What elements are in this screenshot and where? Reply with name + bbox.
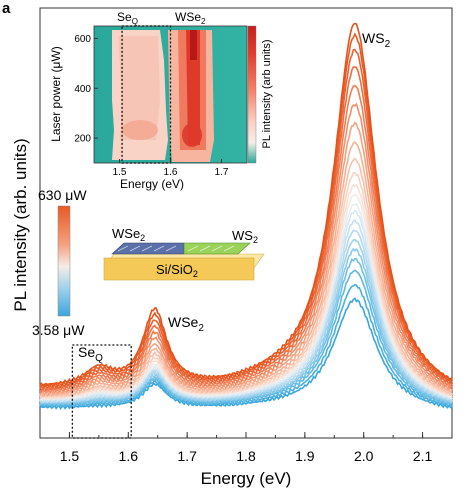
spectrum-line <box>40 32 453 388</box>
main-x-tick-label: 1.8 <box>236 448 256 464</box>
spectrum-line <box>39 121 453 396</box>
inset-x-tick-label: 1.5 <box>113 167 127 178</box>
inset-y-tick-label: 200 <box>74 134 91 145</box>
seq-peak-label: SeQ <box>78 344 103 364</box>
main-x-axis-label: Energy (eV) <box>201 469 292 488</box>
wse2-peak-label: WSe2 <box>168 314 204 334</box>
spectrum-line <box>39 238 453 405</box>
main-x-tick-label: 1.6 <box>119 448 139 464</box>
main-y-axis-label: PL intensity (arb. units) <box>11 138 30 311</box>
main-x-ticks: 1.5 1.6 1.7 1.8 1.9 2.0 2.1 <box>39 432 453 464</box>
heatmap-wse2-low-lobe <box>182 123 202 147</box>
main-x-tick-label: 1.5 <box>60 448 80 464</box>
spectrum-line <box>39 48 453 390</box>
spectrum-line <box>39 84 453 392</box>
inset-wse2-label: WSe2 <box>175 10 206 26</box>
inset-y-tick-label: 600 <box>74 34 91 45</box>
main-x-tick-label: 2.1 <box>413 448 433 464</box>
inset-y-axis-label: Laser power (μW) <box>49 46 63 142</box>
spectrum-line <box>39 193 453 401</box>
device-schematic: WSe2 WS2 Si/SiO2 <box>103 226 265 281</box>
heatmap-colorbar <box>247 25 257 164</box>
main-x-tick-label: 1.7 <box>177 448 197 464</box>
inset-x-tick-label: 1.7 <box>215 167 229 178</box>
heatmap-wse2-max <box>190 30 197 60</box>
inset-heatmap <box>93 25 257 164</box>
substrate-block <box>103 257 255 281</box>
schematic-wse2-label: WSe2 <box>112 226 145 243</box>
ws2-peak-label: WS2 <box>362 30 391 50</box>
heatmap-band-mid <box>118 36 160 140</box>
main-x-tick-label: 2.0 <box>354 448 374 464</box>
inset-x-axis-label: Energy (eV) <box>120 177 184 191</box>
lattice-texture <box>117 245 235 252</box>
spectrum-line <box>39 229 453 404</box>
spectrum-line <box>39 172 453 400</box>
spectrum-line <box>39 22 453 387</box>
schematic-ws2-label: WS2 <box>232 228 258 245</box>
spectrum-line <box>39 283 453 409</box>
colorbar-top-label: 630 μW <box>38 187 87 203</box>
spectrum-line <box>39 297 453 410</box>
heatmap-seq-lobe <box>122 120 158 140</box>
spectrum-line <box>39 141 453 397</box>
spectrum-line <box>39 157 453 398</box>
spectrum-line <box>39 66 453 392</box>
schematic-substrate-label: Si/SiO2 <box>156 262 198 279</box>
inset-colorbar-label: PL intensity (arb units) <box>261 39 273 148</box>
inset-ticks: 1.5 1.6 1.7 200 400 600 <box>74 34 229 178</box>
inset-seq-label: SeQ <box>117 10 138 26</box>
main-x-tick-label: 1.9 <box>295 448 315 464</box>
panel-label: a <box>2 0 11 17</box>
main-seq-box <box>71 344 132 439</box>
inset-y-tick-label: 400 <box>74 84 91 95</box>
inset-seq-box <box>121 25 172 164</box>
main-series-group <box>39 22 453 410</box>
power-colorbar <box>57 205 71 317</box>
colorbar-bottom-label: 3.58 μW <box>32 322 85 338</box>
inset-x-tick-label: 1.6 <box>164 167 178 178</box>
